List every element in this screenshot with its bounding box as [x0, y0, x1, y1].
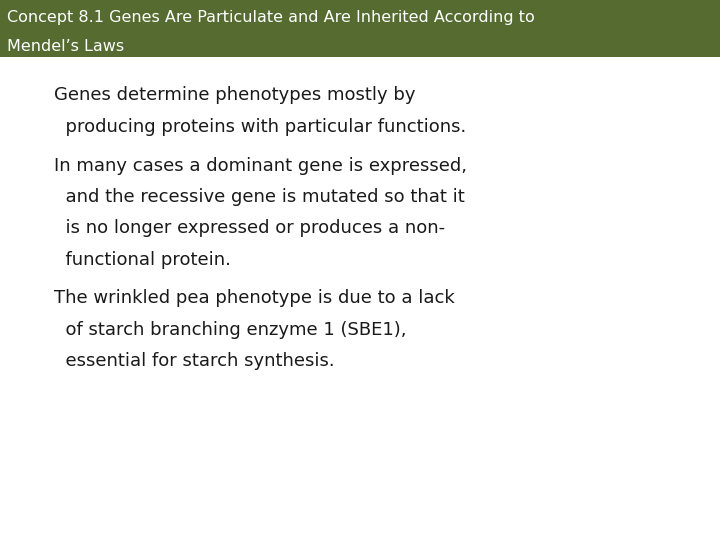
- Bar: [0, 0, 720, 57]
- Text: of starch branching enzyme 1 (SBE1),: of starch branching enzyme 1 (SBE1),: [54, 321, 407, 339]
- Text: The wrinkled pea phenotype is due to a lack: The wrinkled pea phenotype is due to a l…: [54, 289, 455, 307]
- Text: functional protein.: functional protein.: [54, 251, 231, 268]
- Text: essential for starch synthesis.: essential for starch synthesis.: [54, 352, 335, 370]
- Text: Mendel’s Laws: Mendel’s Laws: [7, 39, 125, 55]
- Text: is no longer expressed or produces a non-: is no longer expressed or produces a non…: [54, 219, 445, 237]
- Text: Concept 8.1 Genes Are Particulate and Are Inherited According to: Concept 8.1 Genes Are Particulate and Ar…: [7, 10, 535, 25]
- Text: and the recessive gene is mutated so that it: and the recessive gene is mutated so tha…: [54, 188, 464, 206]
- Text: Genes determine phenotypes mostly by: Genes determine phenotypes mostly by: [54, 86, 415, 104]
- Text: producing proteins with particular functions.: producing proteins with particular funct…: [54, 118, 467, 136]
- Text: In many cases a dominant gene is expressed,: In many cases a dominant gene is express…: [54, 157, 467, 174]
